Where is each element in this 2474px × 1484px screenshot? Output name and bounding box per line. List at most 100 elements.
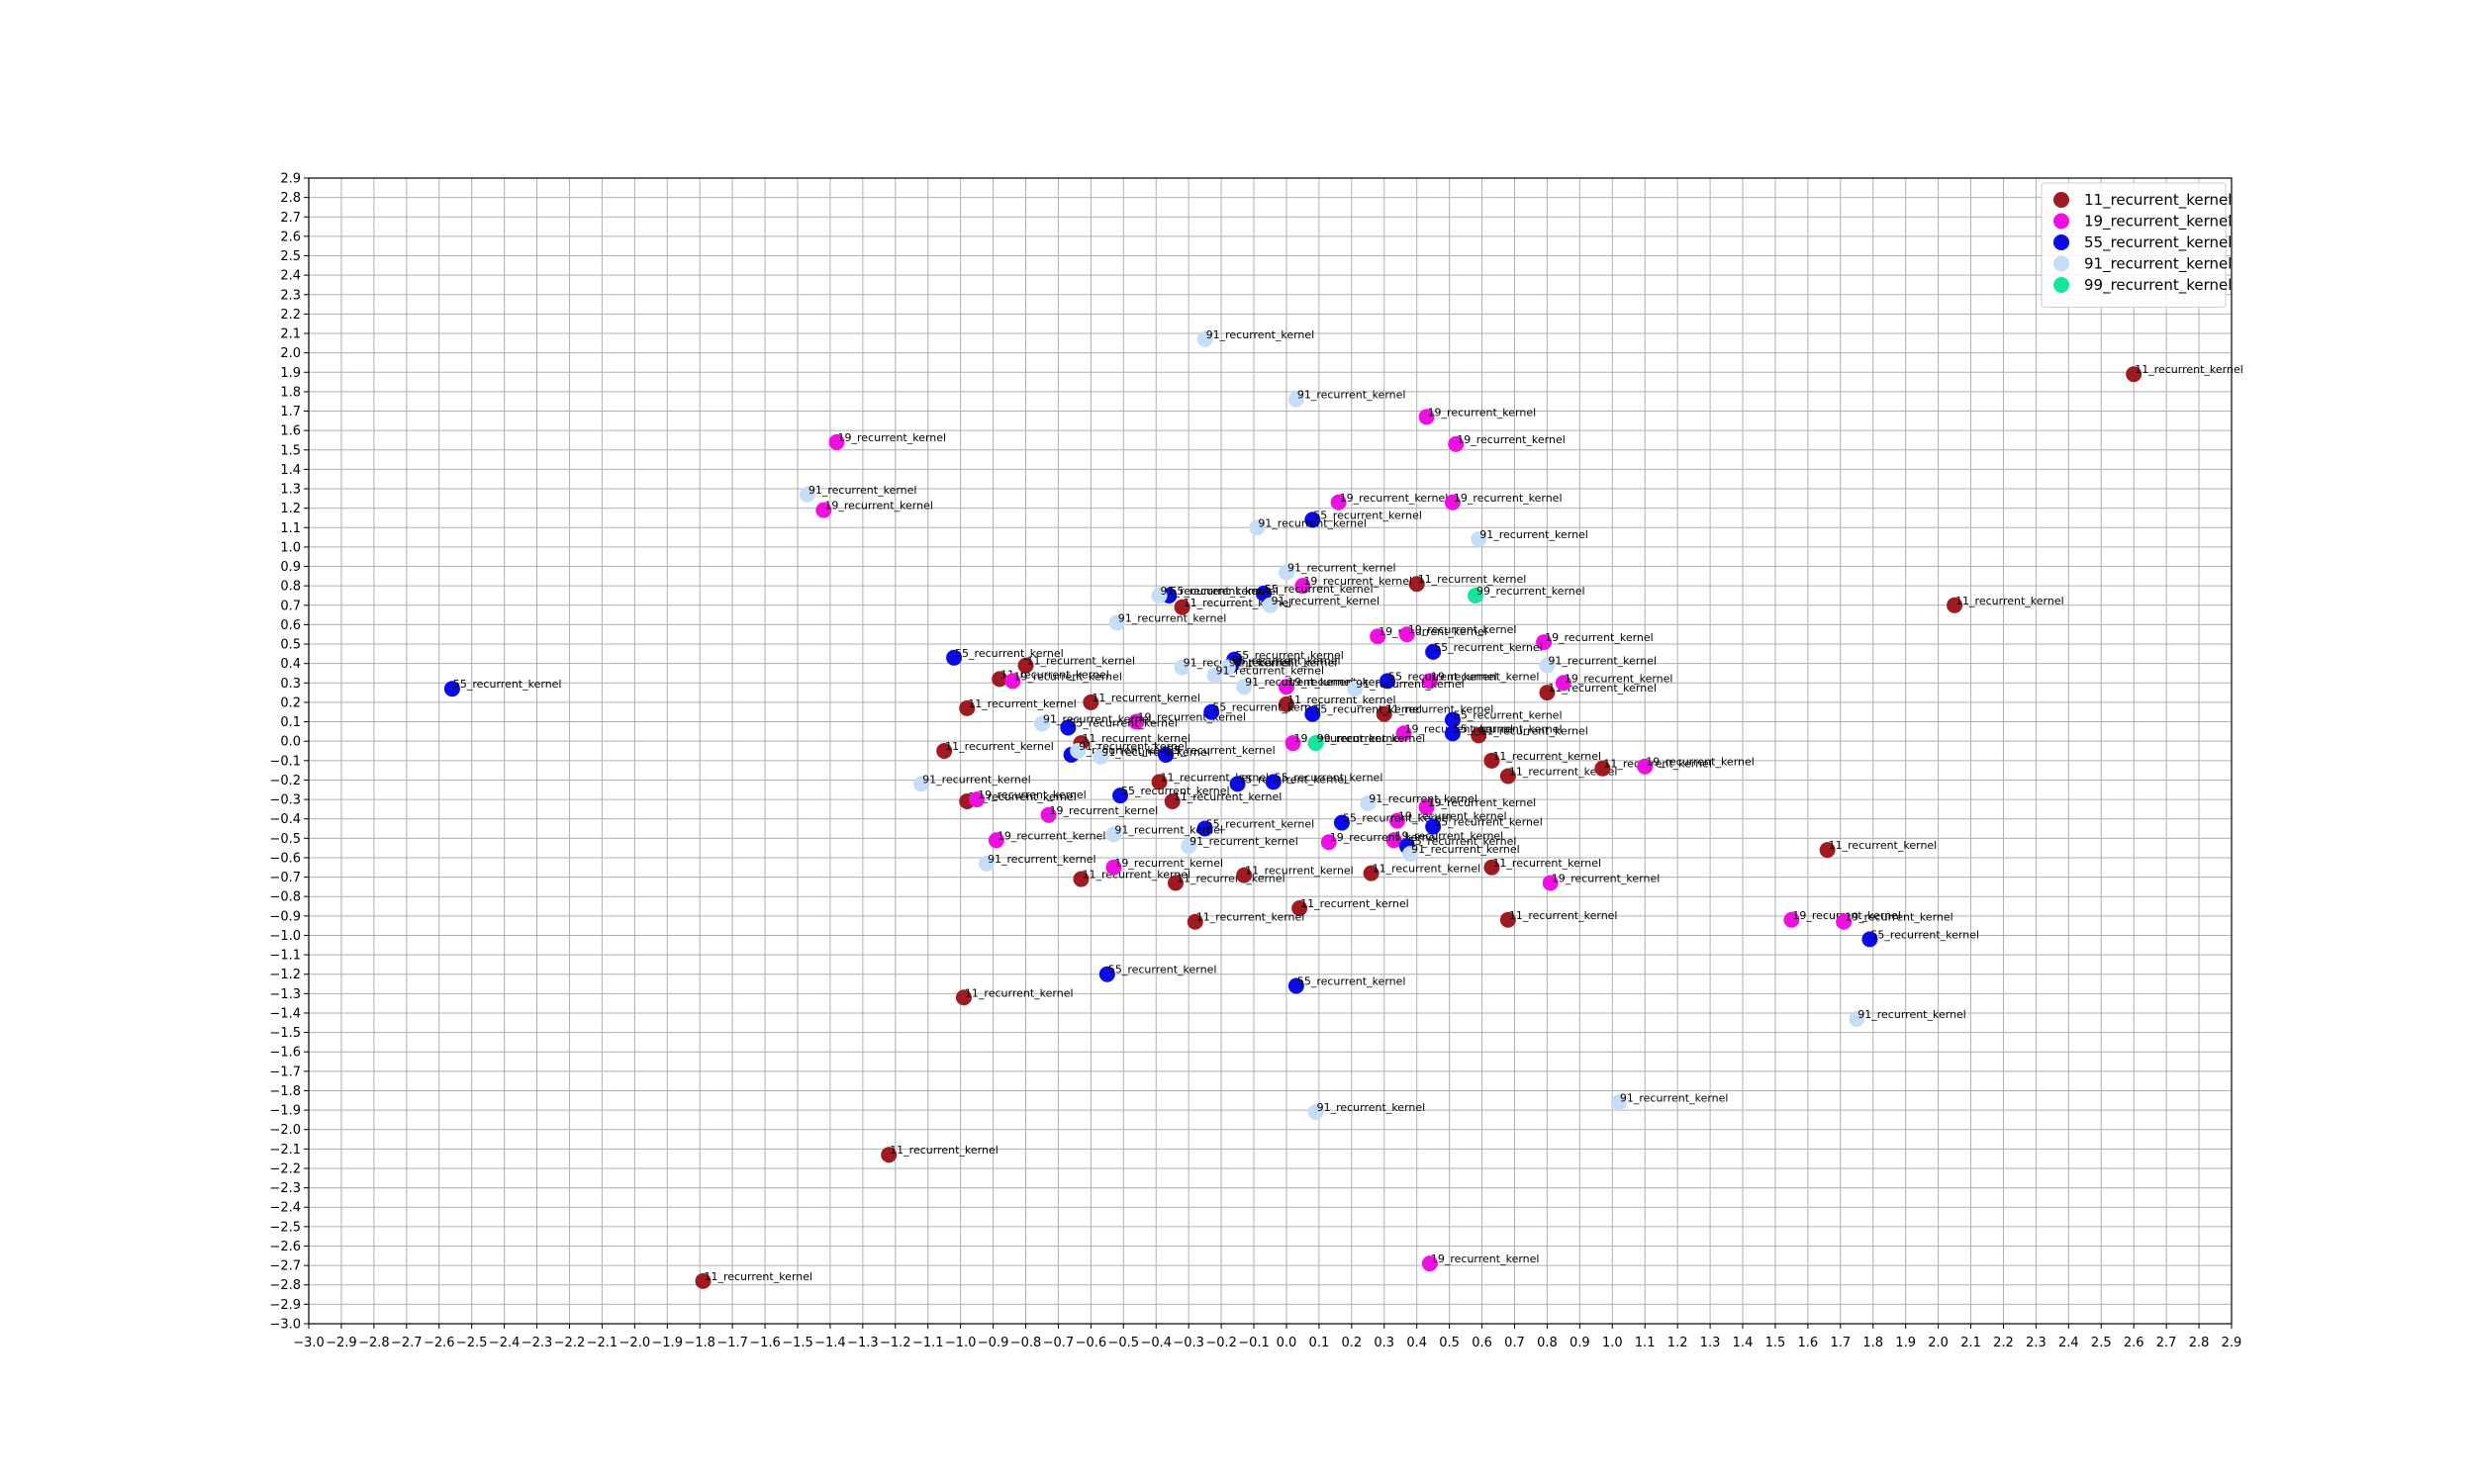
x-tick-label: 1.0 bbox=[1602, 1336, 1623, 1350]
y-tick-label: 2.9 bbox=[280, 172, 301, 187]
point-11 bbox=[1539, 685, 1556, 701]
point-label-55: 55_recurrent_kernel bbox=[1069, 716, 1178, 729]
legend-marker-55 bbox=[2053, 234, 2069, 250]
point-label-55: 55_recurrent_kernel bbox=[955, 647, 1064, 660]
point-label-55: 55_recurrent_kernel bbox=[1275, 771, 1383, 784]
x-tick-label: −2.9 bbox=[326, 1336, 357, 1350]
point-label-99: 99_recurrent_kernel bbox=[1476, 585, 1585, 598]
point-label-19: 19_recurrent_kernel bbox=[1431, 670, 1540, 683]
x-tick-label: −0.2 bbox=[1205, 1336, 1237, 1350]
x-tick-label: −0.7 bbox=[1043, 1336, 1075, 1350]
point-label-19: 19_recurrent_kernel bbox=[1454, 492, 1563, 505]
point-91 bbox=[1471, 531, 1487, 548]
point-label-91: 91_recurrent_kernel bbox=[1857, 1008, 1966, 1021]
point-label-91: 91_recurrent_kernel bbox=[1189, 835, 1298, 848]
y-tick-label: 0.3 bbox=[280, 677, 301, 692]
point-55 bbox=[1112, 788, 1129, 804]
x-tick-label: 2.7 bbox=[2156, 1336, 2177, 1350]
point-label-55: 55_recurrent_kernel bbox=[1212, 701, 1321, 714]
point-91 bbox=[1033, 715, 1050, 732]
point-19 bbox=[1418, 798, 1435, 815]
y-tick-label: −1.9 bbox=[269, 1104, 301, 1119]
point-label-19: 19_recurrent_kernel bbox=[998, 829, 1106, 842]
point-91 bbox=[1219, 659, 1236, 676]
y-tick-label: 2.7 bbox=[280, 211, 301, 226]
x-tick-label: −2.1 bbox=[587, 1336, 618, 1350]
legend-label-11: 11_recurrent_kernel bbox=[2084, 191, 2232, 210]
point-19 bbox=[1278, 679, 1294, 696]
point-label-11: 11_recurrent_kernel bbox=[1509, 766, 1618, 779]
point-11 bbox=[1594, 760, 1611, 777]
y-tick-label: −0.5 bbox=[269, 832, 301, 847]
point-19 bbox=[815, 502, 832, 518]
point-91 bbox=[1402, 846, 1419, 863]
point-19 bbox=[1370, 628, 1386, 645]
x-tick-label: 0.0 bbox=[1277, 1336, 1297, 1350]
x-tick-label: 1.4 bbox=[1733, 1336, 1754, 1350]
point-label-91: 91_recurrent_kernel bbox=[1548, 655, 1657, 668]
point-55 bbox=[946, 649, 963, 666]
point-label-11: 11_recurrent_kernel bbox=[1829, 839, 1938, 852]
x-tick-label: 2.6 bbox=[2124, 1336, 2144, 1350]
y-tick-label: 0.5 bbox=[280, 638, 301, 653]
point-19 bbox=[1783, 911, 1800, 928]
point-label-19: 19_recurrent_kernel bbox=[1545, 631, 1654, 644]
x-tick-label: 0.5 bbox=[1439, 1336, 1460, 1350]
y-tick-label: 2.2 bbox=[280, 308, 301, 323]
x-tick-label: −2.7 bbox=[391, 1336, 423, 1350]
x-tick-label: 0.9 bbox=[1570, 1336, 1590, 1350]
y-tick-label: −2.8 bbox=[269, 1278, 301, 1293]
point-11 bbox=[1471, 727, 1487, 744]
point-11 bbox=[959, 699, 976, 716]
y-tick-label: −0.6 bbox=[269, 851, 301, 866]
x-tick-label: −2.0 bbox=[619, 1336, 651, 1350]
point-19 bbox=[1040, 806, 1057, 823]
point-11 bbox=[1073, 871, 1090, 887]
point-55 bbox=[1265, 774, 1282, 790]
point-11 bbox=[1236, 867, 1253, 883]
y-tick-label: 0.7 bbox=[280, 599, 301, 613]
y-tick-label: 0.4 bbox=[280, 657, 301, 672]
point-19 bbox=[1320, 834, 1337, 851]
point-19 bbox=[1555, 675, 1571, 692]
point-label-55: 55_recurrent_kernel bbox=[1313, 703, 1422, 716]
point-label-55: 55_recurrent_kernel bbox=[1170, 585, 1279, 598]
y-tick-label: −0.2 bbox=[269, 774, 301, 788]
y-tick-label: −1.2 bbox=[269, 968, 301, 982]
x-tick-label: −0.5 bbox=[1108, 1336, 1140, 1350]
point-label-55: 55_recurrent_kernel bbox=[1108, 964, 1217, 976]
x-tick-label: 2.8 bbox=[2189, 1336, 2210, 1350]
point-label-99: 99_recurrent_kernel bbox=[1317, 732, 1426, 745]
point-label-19: 19_recurrent_kernel bbox=[1565, 672, 1673, 685]
point-label-19: 19_recurrent_kernel bbox=[1395, 829, 1504, 842]
point-label-55: 55_recurrent_kernel bbox=[1434, 641, 1543, 654]
point-label-55: 55_recurrent_kernel bbox=[1121, 785, 1230, 797]
point-11 bbox=[1151, 774, 1168, 790]
point-19 bbox=[1448, 435, 1465, 452]
point-91 bbox=[1610, 1094, 1627, 1111]
point-11 bbox=[992, 671, 1008, 688]
x-tick-label: 2.3 bbox=[2026, 1336, 2046, 1350]
point-19 bbox=[1385, 832, 1402, 849]
point-label-91: 91_recurrent_kernel bbox=[1369, 792, 1477, 805]
point-label-19: 19_recurrent_kernel bbox=[1114, 857, 1223, 870]
point-19 bbox=[1637, 758, 1654, 775]
legend-label-91: 91_recurrent_kernel bbox=[2084, 255, 2232, 274]
x-tick-label: −2.5 bbox=[456, 1336, 488, 1350]
point-label-19: 19_recurrent_kernel bbox=[1287, 676, 1396, 689]
point-91 bbox=[1093, 748, 1109, 765]
point-11 bbox=[1167, 875, 1184, 891]
point-91 bbox=[1196, 330, 1213, 347]
point-55 bbox=[1444, 711, 1461, 728]
x-tick-label: 1.2 bbox=[1667, 1336, 1688, 1350]
x-tick-label: −1.8 bbox=[684, 1336, 715, 1350]
point-label-91: 91_recurrent_kernel bbox=[1479, 528, 1588, 541]
y-tick-label: −2.0 bbox=[269, 1123, 301, 1138]
y-tick-label: −3.0 bbox=[269, 1318, 301, 1333]
point-label-55: 55_recurrent_kernel bbox=[1232, 655, 1341, 668]
point-label-11: 11_recurrent_kernel bbox=[1548, 682, 1657, 695]
point-label-55: 55_recurrent_kernel bbox=[1235, 649, 1344, 662]
point-91 bbox=[1849, 1010, 1865, 1027]
y-tick-label: 0.9 bbox=[280, 560, 301, 575]
y-tick-label: 1.8 bbox=[280, 385, 301, 400]
